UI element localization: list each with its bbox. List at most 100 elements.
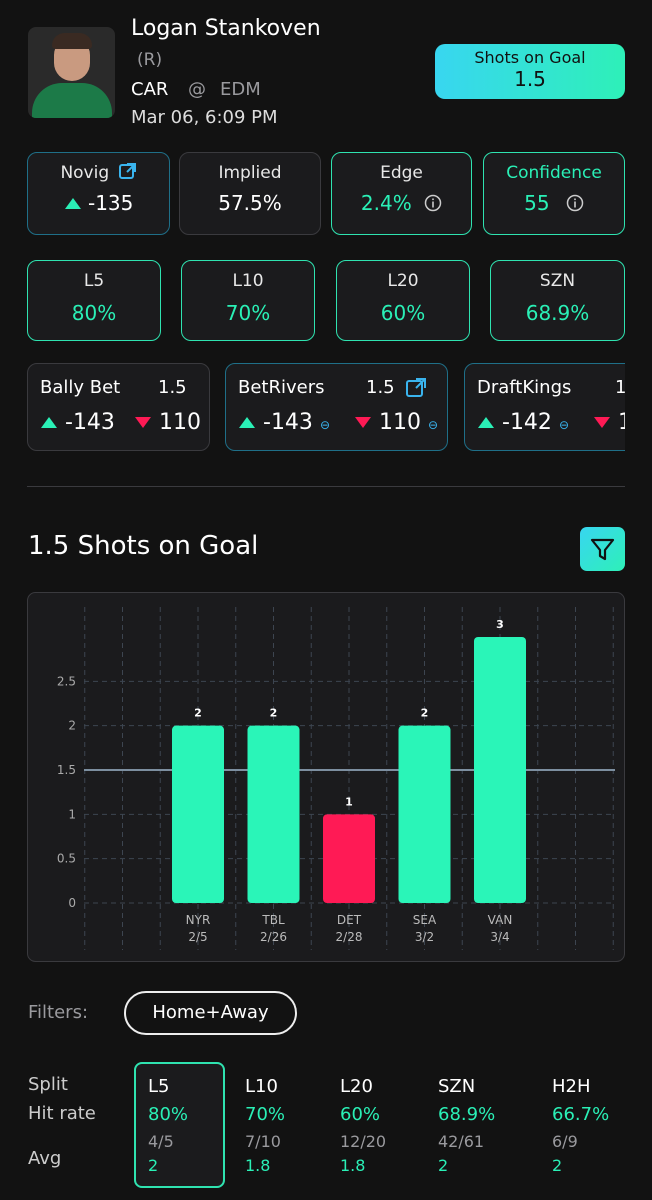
split-name[interactable]: L10	[245, 1076, 278, 1097]
split-hit-rate: 70%	[245, 1104, 286, 1125]
row-label: Avg	[28, 1148, 62, 1169]
book-name: Bally Bet	[40, 377, 121, 398]
down-arrow	[135, 417, 151, 428]
x-tick-date: 3/4	[490, 930, 509, 944]
book-line: 1.5	[158, 377, 187, 398]
value-label: 1	[345, 795, 353, 808]
position: (R)	[137, 50, 163, 70]
books-scroller[interactable]: Bally Bet 1.5 -143 110 BetRivers 1.5 -14…	[27, 363, 625, 453]
split-name[interactable]: L5	[148, 1076, 170, 1097]
hit-label: L5	[83, 271, 105, 291]
bar	[323, 814, 375, 903]
split-fraction: 12/20	[340, 1132, 387, 1151]
chart: 0 0.5 1 1.5 2 2.5 2 NYR 2/5 2 TBL 2/26 1 DET 2/28 2 SEA 3…	[27, 592, 625, 962]
opponent: EDM	[220, 79, 261, 100]
book-name: BetRivers	[238, 377, 325, 398]
hit-value: 68.9%	[525, 301, 590, 325]
split-fraction: 4/5	[148, 1132, 174, 1151]
stat-value: 55	[524, 191, 550, 215]
hit-label: L20	[387, 271, 419, 291]
selected-split[interactable]	[134, 1062, 225, 1188]
book-over: -143	[65, 410, 115, 435]
hit-value: 80%	[71, 301, 117, 325]
y-tick-label: 0	[68, 896, 76, 910]
split-avg: 2	[148, 1156, 159, 1175]
split-fraction: 6/9	[552, 1132, 578, 1151]
x-tick-label: TBL	[261, 913, 285, 927]
y-tick-label: 2.5	[57, 674, 76, 688]
split-name[interactable]: SZN	[438, 1076, 476, 1097]
bar	[398, 725, 451, 903]
y-tick-label: 1.5	[57, 763, 76, 777]
chart-panel	[27, 592, 625, 962]
stat-value: -135	[87, 191, 134, 215]
split-hit-rate: 80%	[148, 1104, 189, 1125]
y-tick-label: 1	[68, 807, 76, 821]
split-hit-rate: 68.9%	[438, 1104, 496, 1125]
hit-card[interactable]: L5 80%	[27, 260, 161, 341]
split-avg: 1.8	[340, 1156, 366, 1175]
filter-pill[interactable]: Home+Away	[124, 991, 297, 1035]
down-arrow	[355, 417, 371, 428]
info-icon[interactable]	[424, 194, 442, 212]
book-card[interactable]: DraftKings 1.5 -142 ⊖ 110	[464, 363, 625, 451]
book-under: 110	[379, 410, 421, 435]
hit-label: SZN	[539, 271, 576, 291]
value-label: 2	[194, 707, 202, 720]
up-arrow	[478, 417, 494, 428]
stat-label: Confidence	[506, 163, 602, 183]
up-arrow	[41, 417, 57, 428]
hit-value: 60%	[380, 301, 426, 325]
book-over: -143	[263, 410, 313, 435]
player-name: Logan Stankoven	[131, 16, 321, 41]
filter-button[interactable]	[580, 527, 625, 571]
hit-label: L10	[232, 271, 264, 291]
book-name: DraftKings	[477, 377, 572, 398]
bar	[172, 725, 224, 903]
row-label: Split	[28, 1074, 68, 1095]
hit-value: 70%	[225, 301, 271, 325]
at: @	[188, 79, 206, 100]
stat-card[interactable]: Novig -135	[27, 152, 170, 235]
book-under: 110	[618, 410, 625, 435]
split-avg: 2	[552, 1156, 563, 1175]
book-card[interactable]: Bally Bet 1.5 -143 110	[27, 363, 210, 451]
y-tick-label: 0.5	[57, 852, 76, 866]
hit-card[interactable]: SZN 68.9%	[490, 260, 625, 341]
stat-card: Edge 2.4%	[331, 152, 472, 235]
book-line: 1.5	[615, 377, 625, 398]
prop-badge[interactable]: Shots on Goal 1.5	[435, 44, 625, 99]
hit-card[interactable]: L10 70%	[181, 260, 315, 341]
split-name[interactable]: H2H	[552, 1076, 591, 1097]
value-label: 2	[270, 707, 278, 720]
split-hit-rate: 60%	[340, 1104, 381, 1125]
up-arrow	[64, 198, 81, 209]
hit-card[interactable]: L20 60%	[336, 260, 470, 341]
team: CAR	[131, 79, 169, 100]
y-tick-label: 2	[68, 719, 76, 733]
link-icon	[118, 163, 136, 179]
prop-market: Shots on Goal	[474, 48, 586, 67]
x-tick-label: NYR	[186, 913, 211, 927]
filters-label: Filters:	[28, 1002, 89, 1023]
x-tick-date: 2/28	[336, 930, 363, 944]
split-fraction: 7/10	[245, 1132, 281, 1151]
split-fraction: 42/61	[438, 1132, 485, 1151]
split-name[interactable]: L20	[340, 1076, 373, 1097]
book-over: -142	[502, 410, 552, 435]
info-icon[interactable]	[566, 194, 584, 212]
split-avg: 2	[438, 1156, 449, 1175]
stat-value: 57.5%	[218, 191, 282, 215]
book-card[interactable]: BetRivers 1.5 -143 ⊖ 110 ⊖	[225, 363, 448, 451]
game-date: Mar 06, 6:09 PM	[131, 107, 278, 128]
stat-card: Implied 57.5%	[179, 152, 321, 235]
stat-value: 2.4%	[360, 191, 412, 215]
down-arrow	[594, 417, 610, 428]
link-icon	[406, 378, 426, 397]
book-under: 110	[159, 410, 201, 435]
book-line: 1.5	[366, 377, 395, 398]
up-arrow	[239, 417, 255, 428]
x-tick-label: DET	[337, 913, 362, 927]
avatar	[28, 27, 115, 118]
